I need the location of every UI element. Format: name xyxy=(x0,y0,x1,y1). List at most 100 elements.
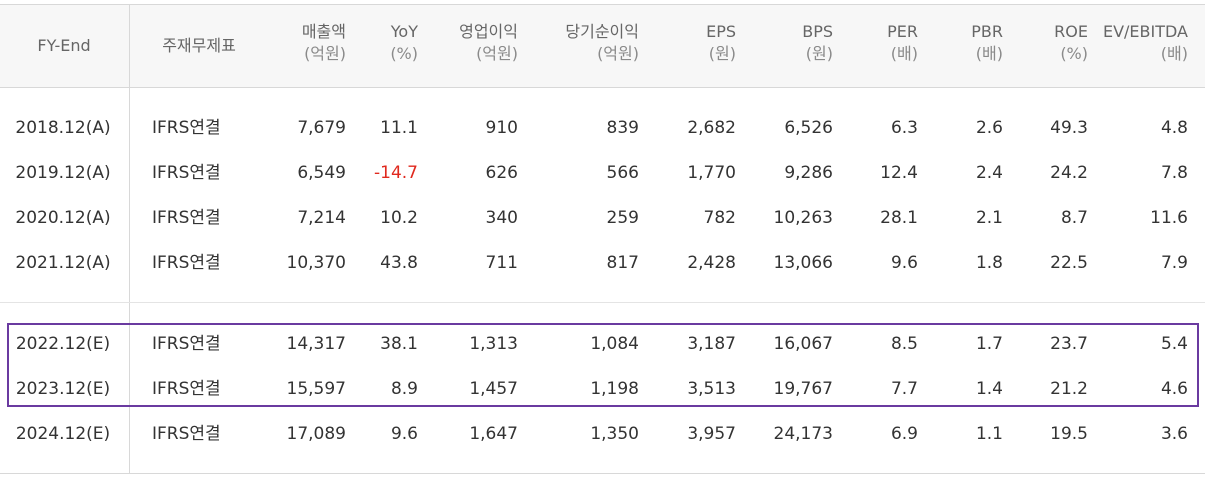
cell-roe: 8.7 xyxy=(1060,208,1088,228)
header-label: EV/EBITDA xyxy=(1102,22,1188,41)
cell-sales: 10,370 xyxy=(286,253,346,273)
cell-per: 6.3 xyxy=(890,118,918,138)
header-pbr: PBR (배) xyxy=(923,21,1003,65)
cell-bps: 19,767 xyxy=(773,379,833,399)
row-statement-type: IFRS연결 xyxy=(152,334,221,354)
header-label: ROE xyxy=(1054,22,1088,41)
cell-net-income: 566 xyxy=(606,163,639,183)
header-bps: BPS (원) xyxy=(743,21,833,65)
cell-eps: 3,957 xyxy=(687,424,736,444)
cell-bps: 9,286 xyxy=(784,163,833,183)
cell-per: 28.1 xyxy=(880,208,918,228)
header-fy-end: FY-End xyxy=(37,36,91,55)
row-fy-end: 2020.12(A) xyxy=(15,208,111,228)
cell-yoy: 43.8 xyxy=(380,253,418,273)
row-statement-type: IFRS연결 xyxy=(152,424,221,444)
row-statement-type: IFRS연결 xyxy=(152,379,221,399)
cell-pbr: 2.1 xyxy=(975,208,1003,228)
cell-sales: 17,089 xyxy=(286,424,346,444)
header-label: EPS xyxy=(706,22,736,41)
cell-pbr: 1.1 xyxy=(975,424,1003,444)
cell-ev-ebitda: 3.6 xyxy=(1160,424,1188,444)
cell-sales: 7,214 xyxy=(297,208,346,228)
row-fy-end: 2024.12(E) xyxy=(15,424,111,444)
cell-bps: 6,526 xyxy=(784,118,833,138)
header-unit: (%) xyxy=(390,44,418,63)
row-statement-type: IFRS연결 xyxy=(152,118,221,138)
row-fy-end: 2019.12(A) xyxy=(15,163,111,183)
header-roe: ROE (%) xyxy=(1008,21,1088,65)
cell-eps: 3,513 xyxy=(687,379,736,399)
header-label: YoY xyxy=(390,22,418,41)
cell-eps: 3,187 xyxy=(687,334,736,354)
cell-roe: 22.5 xyxy=(1050,253,1088,273)
estimate-highlight-box xyxy=(7,323,1199,407)
cell-sales: 7,679 xyxy=(297,118,346,138)
cell-pbr: 1.8 xyxy=(975,253,1003,273)
header-eps: EPS (원) xyxy=(646,21,736,65)
column-divider xyxy=(129,5,130,474)
cell-ev-ebitda: 11.6 xyxy=(1150,208,1188,228)
header-label: 매출액 xyxy=(301,22,346,41)
cell-net-income: 1,350 xyxy=(590,424,639,444)
cell-ev-ebitda: 4.8 xyxy=(1160,118,1188,138)
cell-net-income: 1,198 xyxy=(590,379,639,399)
cell-yoy: 38.1 xyxy=(380,334,418,354)
header-net-income: 당기순이익 (억원) xyxy=(519,21,639,65)
cell-net-income: 817 xyxy=(606,253,639,273)
cell-sales: 15,597 xyxy=(286,379,346,399)
header-label: 당기순이익 xyxy=(565,22,639,41)
cell-yoy: 8.9 xyxy=(390,379,418,399)
header-op-income: 영업이익 (억원) xyxy=(418,21,518,65)
cell-pbr: 2.6 xyxy=(975,118,1003,138)
header-label: PER xyxy=(887,22,918,41)
cell-bps: 10,263 xyxy=(773,208,833,228)
header-unit: (억원) xyxy=(304,44,346,63)
row-fy-end: 2021.12(A) xyxy=(15,253,111,273)
header-statement: 주재무제표 xyxy=(162,36,236,55)
cell-bps: 16,067 xyxy=(773,334,833,354)
header-unit: (배) xyxy=(975,44,1003,63)
cell-eps: 2,428 xyxy=(687,253,736,273)
cell-yoy: -14.7 xyxy=(374,163,418,183)
header-label: PBR xyxy=(971,22,1003,41)
cell-eps: 2,682 xyxy=(687,118,736,138)
cell-net-income: 839 xyxy=(606,118,639,138)
actual-estimate-separator xyxy=(0,283,1205,303)
header-yoy: YoY (%) xyxy=(348,21,418,65)
header-unit: (배) xyxy=(1160,44,1188,63)
table-top-border xyxy=(0,4,1205,5)
cell-net-income: 1,084 xyxy=(590,334,639,354)
cell-op-income: 340 xyxy=(485,208,518,228)
header-unit: (억원) xyxy=(597,44,639,63)
header-per: PER (배) xyxy=(838,21,918,65)
cell-roe: 49.3 xyxy=(1050,118,1088,138)
cell-yoy: 9.6 xyxy=(390,424,418,444)
cell-op-income: 626 xyxy=(485,163,518,183)
cell-op-income: 910 xyxy=(485,118,518,138)
row-fy-end: 2018.12(A) xyxy=(15,118,111,138)
header-sales: 매출액 (억원) xyxy=(236,21,346,65)
table-bottom-border xyxy=(0,473,1205,474)
header-label: 영업이익 xyxy=(459,22,518,41)
cell-sales: 14,317 xyxy=(286,334,346,354)
cell-eps: 1,770 xyxy=(687,163,736,183)
row-fy-end: 2022.12(E) xyxy=(15,334,111,354)
cell-ev-ebitda: 4.6 xyxy=(1160,379,1188,399)
cell-op-income: 1,647 xyxy=(469,424,518,444)
header-label: BPS xyxy=(802,22,833,41)
cell-per: 7.7 xyxy=(890,379,918,399)
header-unit: (원) xyxy=(708,44,736,63)
cell-bps: 13,066 xyxy=(773,253,833,273)
row-statement-type: IFRS연결 xyxy=(152,163,221,183)
cell-per: 8.5 xyxy=(890,334,918,354)
header-unit: (배) xyxy=(890,44,918,63)
cell-op-income: 711 xyxy=(485,253,518,273)
cell-per: 6.9 xyxy=(890,424,918,444)
row-fy-end: 2023.12(E) xyxy=(15,379,111,399)
header-unit: (원) xyxy=(805,44,833,63)
cell-yoy: 10.2 xyxy=(380,208,418,228)
header-unit: (%) xyxy=(1060,44,1088,63)
cell-op-income: 1,313 xyxy=(469,334,518,354)
